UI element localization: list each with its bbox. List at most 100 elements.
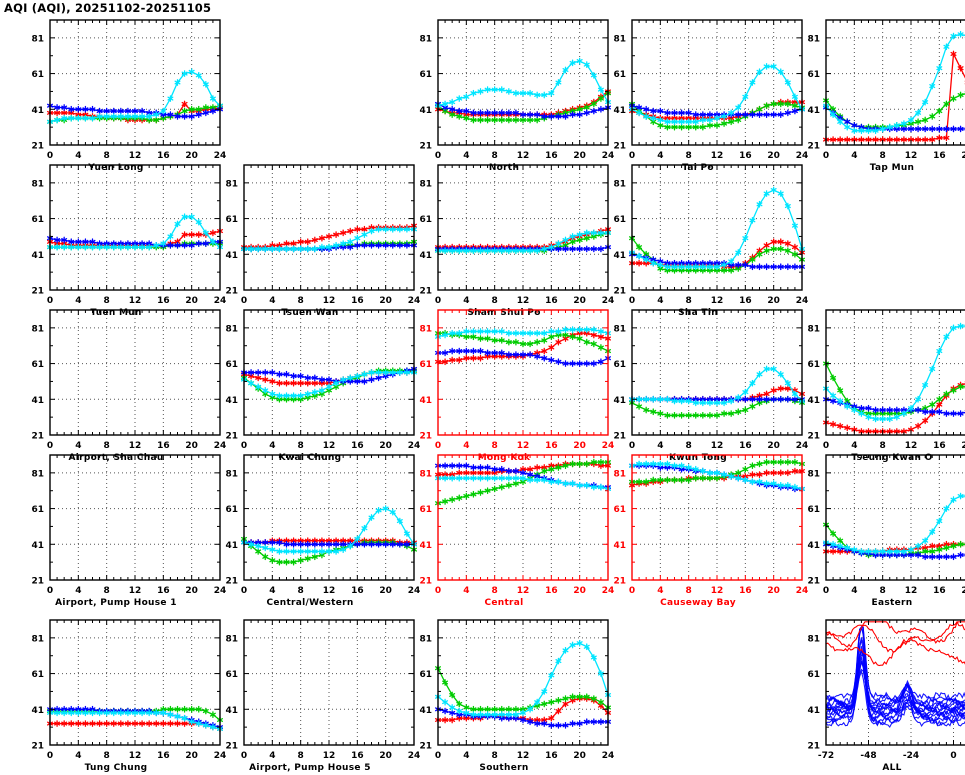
svg-text:4: 4 xyxy=(657,441,663,451)
svg-text:21: 21 xyxy=(807,142,820,152)
svg-text:16: 16 xyxy=(157,441,170,451)
svg-text:20: 20 xyxy=(573,296,586,306)
svg-text:21: 21 xyxy=(31,142,44,152)
panel-title: Causeway Bay xyxy=(594,598,802,608)
svg-text:12: 12 xyxy=(129,441,142,451)
panel-tap-mun: 0481216202421416181Tap Mun xyxy=(788,16,965,175)
svg-text:21: 21 xyxy=(807,432,820,442)
svg-text:24: 24 xyxy=(214,151,227,161)
svg-text:4: 4 xyxy=(851,441,857,451)
svg-text:21: 21 xyxy=(225,432,238,442)
svg-text:8: 8 xyxy=(880,441,886,451)
svg-text:20: 20 xyxy=(767,296,780,306)
svg-text:61: 61 xyxy=(613,215,626,225)
svg-text:41: 41 xyxy=(613,251,626,261)
svg-text:81: 81 xyxy=(613,34,626,44)
svg-text:0: 0 xyxy=(47,296,53,306)
svg-text:41: 41 xyxy=(31,251,44,261)
svg-text:24: 24 xyxy=(796,296,809,306)
svg-text:81: 81 xyxy=(613,179,626,189)
svg-text:16: 16 xyxy=(545,441,558,451)
svg-text:0: 0 xyxy=(47,586,53,596)
svg-text:4: 4 xyxy=(463,151,469,161)
svg-text:0: 0 xyxy=(823,441,829,451)
svg-text:16: 16 xyxy=(545,151,558,161)
svg-text:0: 0 xyxy=(241,296,247,306)
svg-text:20: 20 xyxy=(961,151,965,161)
svg-text:21: 21 xyxy=(419,142,432,152)
svg-text:81: 81 xyxy=(31,469,44,479)
svg-text:20: 20 xyxy=(185,441,198,451)
svg-text:0: 0 xyxy=(629,441,635,451)
svg-text:12: 12 xyxy=(129,151,142,161)
svg-text:4: 4 xyxy=(75,296,81,306)
panel-title: Tap Mun xyxy=(788,163,965,173)
svg-text:41: 41 xyxy=(419,396,432,406)
svg-text:16: 16 xyxy=(739,441,752,451)
svg-text:12: 12 xyxy=(323,296,336,306)
svg-text:41: 41 xyxy=(613,396,626,406)
svg-text:4: 4 xyxy=(75,151,81,161)
svg-text:20: 20 xyxy=(961,441,965,451)
panel-tseung-kwan-o: 0481216202421416181Tseung Kwan O xyxy=(788,306,965,465)
svg-text:41: 41 xyxy=(419,106,432,116)
svg-text:20: 20 xyxy=(185,586,198,596)
panel-title: Central/Western xyxy=(206,598,414,608)
svg-text:81: 81 xyxy=(419,324,432,334)
svg-text:4: 4 xyxy=(657,296,663,306)
svg-text:21: 21 xyxy=(613,432,626,442)
panel-title: ALL xyxy=(788,763,965,773)
svg-text:21: 21 xyxy=(613,287,626,297)
svg-text:8: 8 xyxy=(104,586,110,596)
svg-text:20: 20 xyxy=(767,151,780,161)
svg-text:0: 0 xyxy=(435,151,441,161)
svg-text:81: 81 xyxy=(31,324,44,334)
svg-text:0: 0 xyxy=(47,441,53,451)
svg-text:12: 12 xyxy=(323,441,336,451)
svg-text:81: 81 xyxy=(807,324,820,334)
svg-text:81: 81 xyxy=(613,324,626,334)
panel-eastern: 0481216202421416181Eastern xyxy=(788,451,965,610)
panel-title: Southern xyxy=(400,763,608,773)
panel-blank xyxy=(594,616,812,775)
panel-title: Eastern xyxy=(788,598,965,608)
svg-text:41: 41 xyxy=(31,541,44,551)
svg-text:81: 81 xyxy=(807,34,820,44)
svg-text:0: 0 xyxy=(823,151,829,161)
svg-text:12: 12 xyxy=(517,441,530,451)
svg-text:0: 0 xyxy=(241,441,247,451)
svg-text:4: 4 xyxy=(851,151,857,161)
svg-text:41: 41 xyxy=(225,251,238,261)
svg-text:8: 8 xyxy=(880,151,886,161)
svg-text:21: 21 xyxy=(31,577,44,587)
svg-text:61: 61 xyxy=(31,360,44,370)
svg-text:8: 8 xyxy=(104,296,110,306)
svg-text:81: 81 xyxy=(419,179,432,189)
svg-text:4: 4 xyxy=(75,586,81,596)
svg-text:20: 20 xyxy=(573,441,586,451)
svg-text:8: 8 xyxy=(492,296,498,306)
svg-text:16: 16 xyxy=(933,441,946,451)
svg-text:81: 81 xyxy=(31,179,44,189)
svg-text:8: 8 xyxy=(298,441,304,451)
panel-all: -72-48-2402421416181ALL xyxy=(788,616,965,761)
svg-text:16: 16 xyxy=(739,151,752,161)
page-title: AQI (AQI), 20251102-20251105 xyxy=(4,1,211,15)
svg-text:61: 61 xyxy=(419,215,432,225)
panel-title: Tung Chung xyxy=(12,763,220,773)
svg-text:12: 12 xyxy=(517,151,530,161)
svg-text:12: 12 xyxy=(517,296,530,306)
svg-text:61: 61 xyxy=(613,360,626,370)
svg-text:0: 0 xyxy=(435,296,441,306)
svg-text:61: 61 xyxy=(613,70,626,80)
